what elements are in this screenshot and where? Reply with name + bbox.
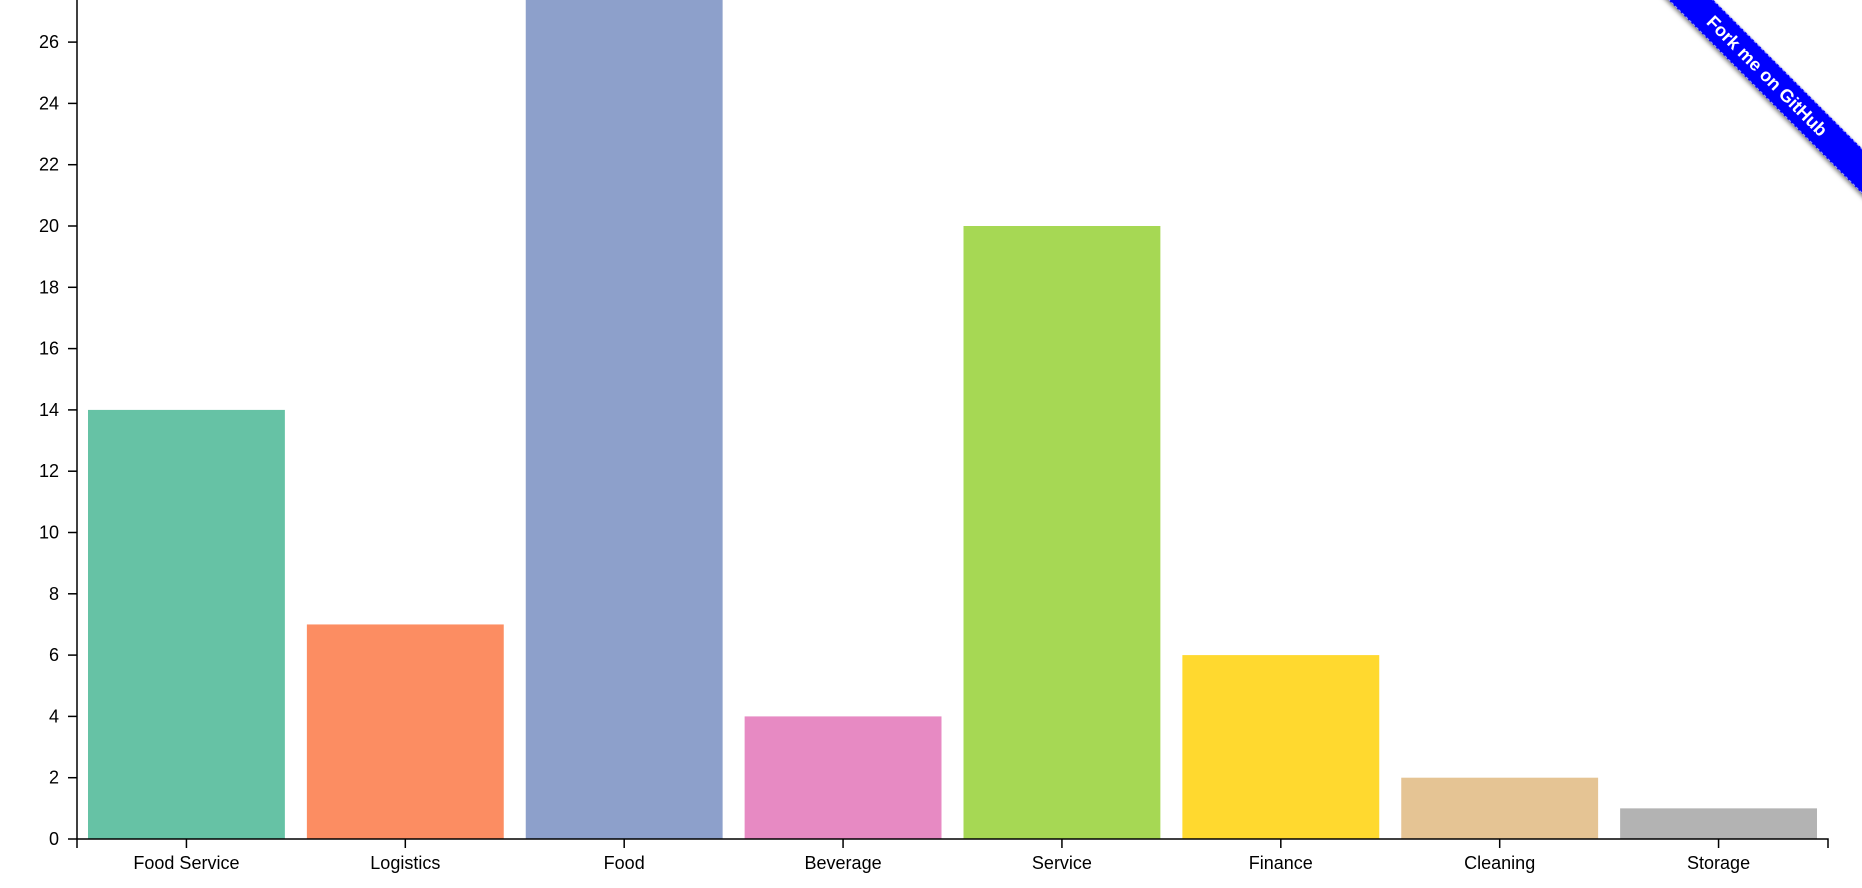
x-tick-label: Beverage: [805, 853, 882, 873]
y-tick-label: 10: [39, 523, 59, 543]
y-tick-label: 8: [49, 584, 59, 604]
y-tick-label: 0: [49, 829, 59, 849]
y-tick-label: 12: [39, 461, 59, 481]
y-tick-label: 20: [39, 216, 59, 236]
bars-group: [88, 0, 1817, 839]
x-tick-label: Logistics: [370, 853, 440, 873]
y-tick-label: 16: [39, 339, 59, 359]
y-tick-label: 26: [39, 32, 59, 52]
y-tick-label: 22: [39, 155, 59, 175]
x-tick-label: Cleaning: [1464, 853, 1535, 873]
bar-service: [963, 226, 1161, 839]
y-tick-label: 18: [39, 277, 59, 297]
y-tick-label: 2: [49, 768, 59, 788]
bar-storage: [1620, 808, 1817, 839]
x-tick-label: Finance: [1249, 853, 1313, 873]
bar-cleaning: [1401, 777, 1599, 839]
x-tick-label: Service: [1032, 853, 1092, 873]
x-tick-label: Food: [604, 853, 645, 873]
y-tick-label: 24: [39, 93, 59, 113]
y-tick-label: 4: [49, 706, 59, 726]
x-tick-label: Food Service: [133, 853, 239, 873]
x-axis: Food Service Logistics Food Beverage Service…: [76, 838, 1829, 873]
x-axis-line: [76, 838, 1829, 848]
y-tick-label: 14: [39, 400, 59, 420]
x-tick-label: Storage: [1687, 853, 1750, 873]
y-tick-label: 6: [49, 645, 59, 665]
bar-food: [525, 0, 723, 839]
bar-beverage: [744, 716, 942, 839]
bar-finance: [1182, 655, 1380, 839]
bar-logistics: [306, 624, 504, 839]
bar-food-service: [88, 409, 285, 839]
